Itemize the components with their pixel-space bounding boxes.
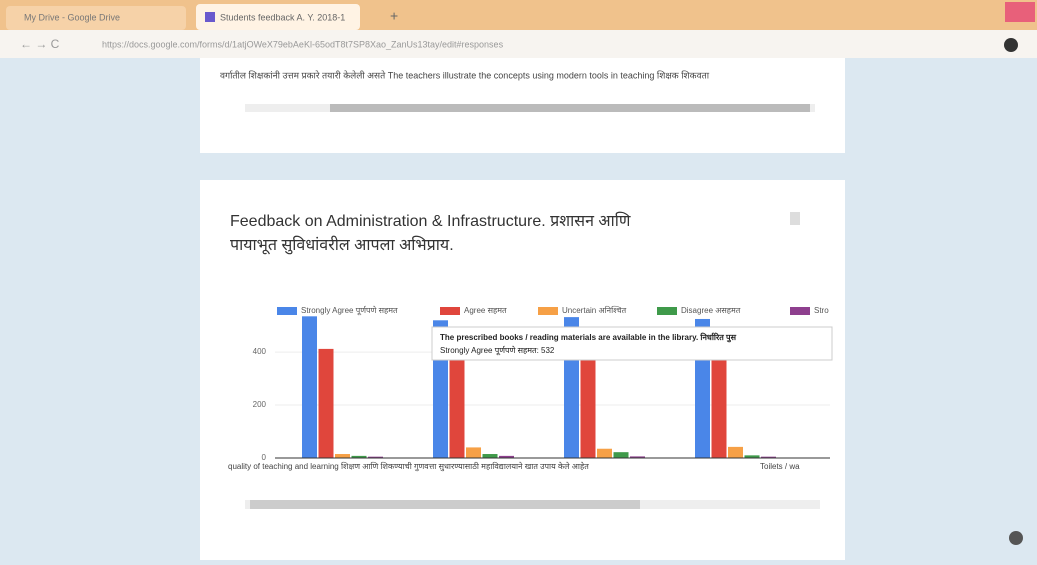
- bar: [614, 452, 629, 458]
- bar: [597, 449, 612, 458]
- bar: [728, 447, 743, 458]
- y-tick-label: 200: [253, 400, 267, 409]
- title-part: पायाभूत सुविधांवरील आपला अभिप्राय.: [230, 235, 454, 255]
- legend-swatch: [790, 307, 810, 315]
- tab-title: Students feedback A. Y. 2018-1: [220, 12, 345, 22]
- bar: [466, 447, 481, 458]
- y-tick-label: 0: [262, 453, 267, 462]
- help[interactable]: [1009, 531, 1023, 545]
- copy-icon[interactable]: [790, 212, 800, 225]
- nav-buttons[interactable]: ← → C: [20, 37, 60, 51]
- legend-label: Agree सहमत: [464, 306, 507, 315]
- profile[interactable]: [1004, 38, 1018, 52]
- x-tick-label: Toilets / wa: [760, 462, 800, 471]
- close-window[interactable]: [1005, 2, 1035, 22]
- chart-title: Feedback on Administration & Infrastruct…: [230, 211, 631, 230]
- scroll-thumb[interactable]: [250, 500, 640, 509]
- bar: [319, 349, 334, 458]
- title-part: Feedback on Administration & Infrastruct…: [230, 211, 631, 230]
- tooltip-title: The prescribed books / reading materials…: [440, 332, 737, 343]
- chart-title: पायाभूत सुविधांवरील आपला अभिप्राय.: [230, 235, 454, 255]
- url[interactable]: https://docs.google.com/forms/d/1atjOWeX…: [102, 39, 504, 49]
- tooltip-text: Strongly Agree पूर्णपणे सहमत: 532: [440, 345, 555, 356]
- new-tab[interactable]: +: [390, 8, 398, 24]
- tab-title: My Drive - Google Drive: [24, 12, 120, 22]
- tab-icon: [205, 12, 215, 22]
- question-text: वर्गातील शिक्षकांनी उत्तम प्रकारे तयारी …: [220, 69, 710, 80]
- legend-label: Stro: [814, 306, 829, 315]
- bar: [483, 454, 498, 458]
- x-tick-label: quality of teaching and learning शिक्षण …: [228, 461, 589, 472]
- legend-swatch: [440, 307, 460, 315]
- legend-swatch: [277, 307, 297, 315]
- legend-label: Strongly Agree पूर्णपणे सहमत: [301, 305, 398, 316]
- legend-label: Disagree असहमत: [681, 306, 741, 315]
- legend-label: Uncertain अनिश्चित: [562, 305, 627, 315]
- legend-swatch: [538, 307, 558, 315]
- bar: [335, 454, 350, 458]
- legend-swatch: [657, 307, 677, 315]
- y-tick-label: 400: [253, 347, 267, 356]
- scroll-thumb[interactable]: [330, 104, 810, 112]
- screenshot: My Drive - Google Drive Students feedbac…: [0, 0, 1037, 560]
- bar: [302, 316, 317, 458]
